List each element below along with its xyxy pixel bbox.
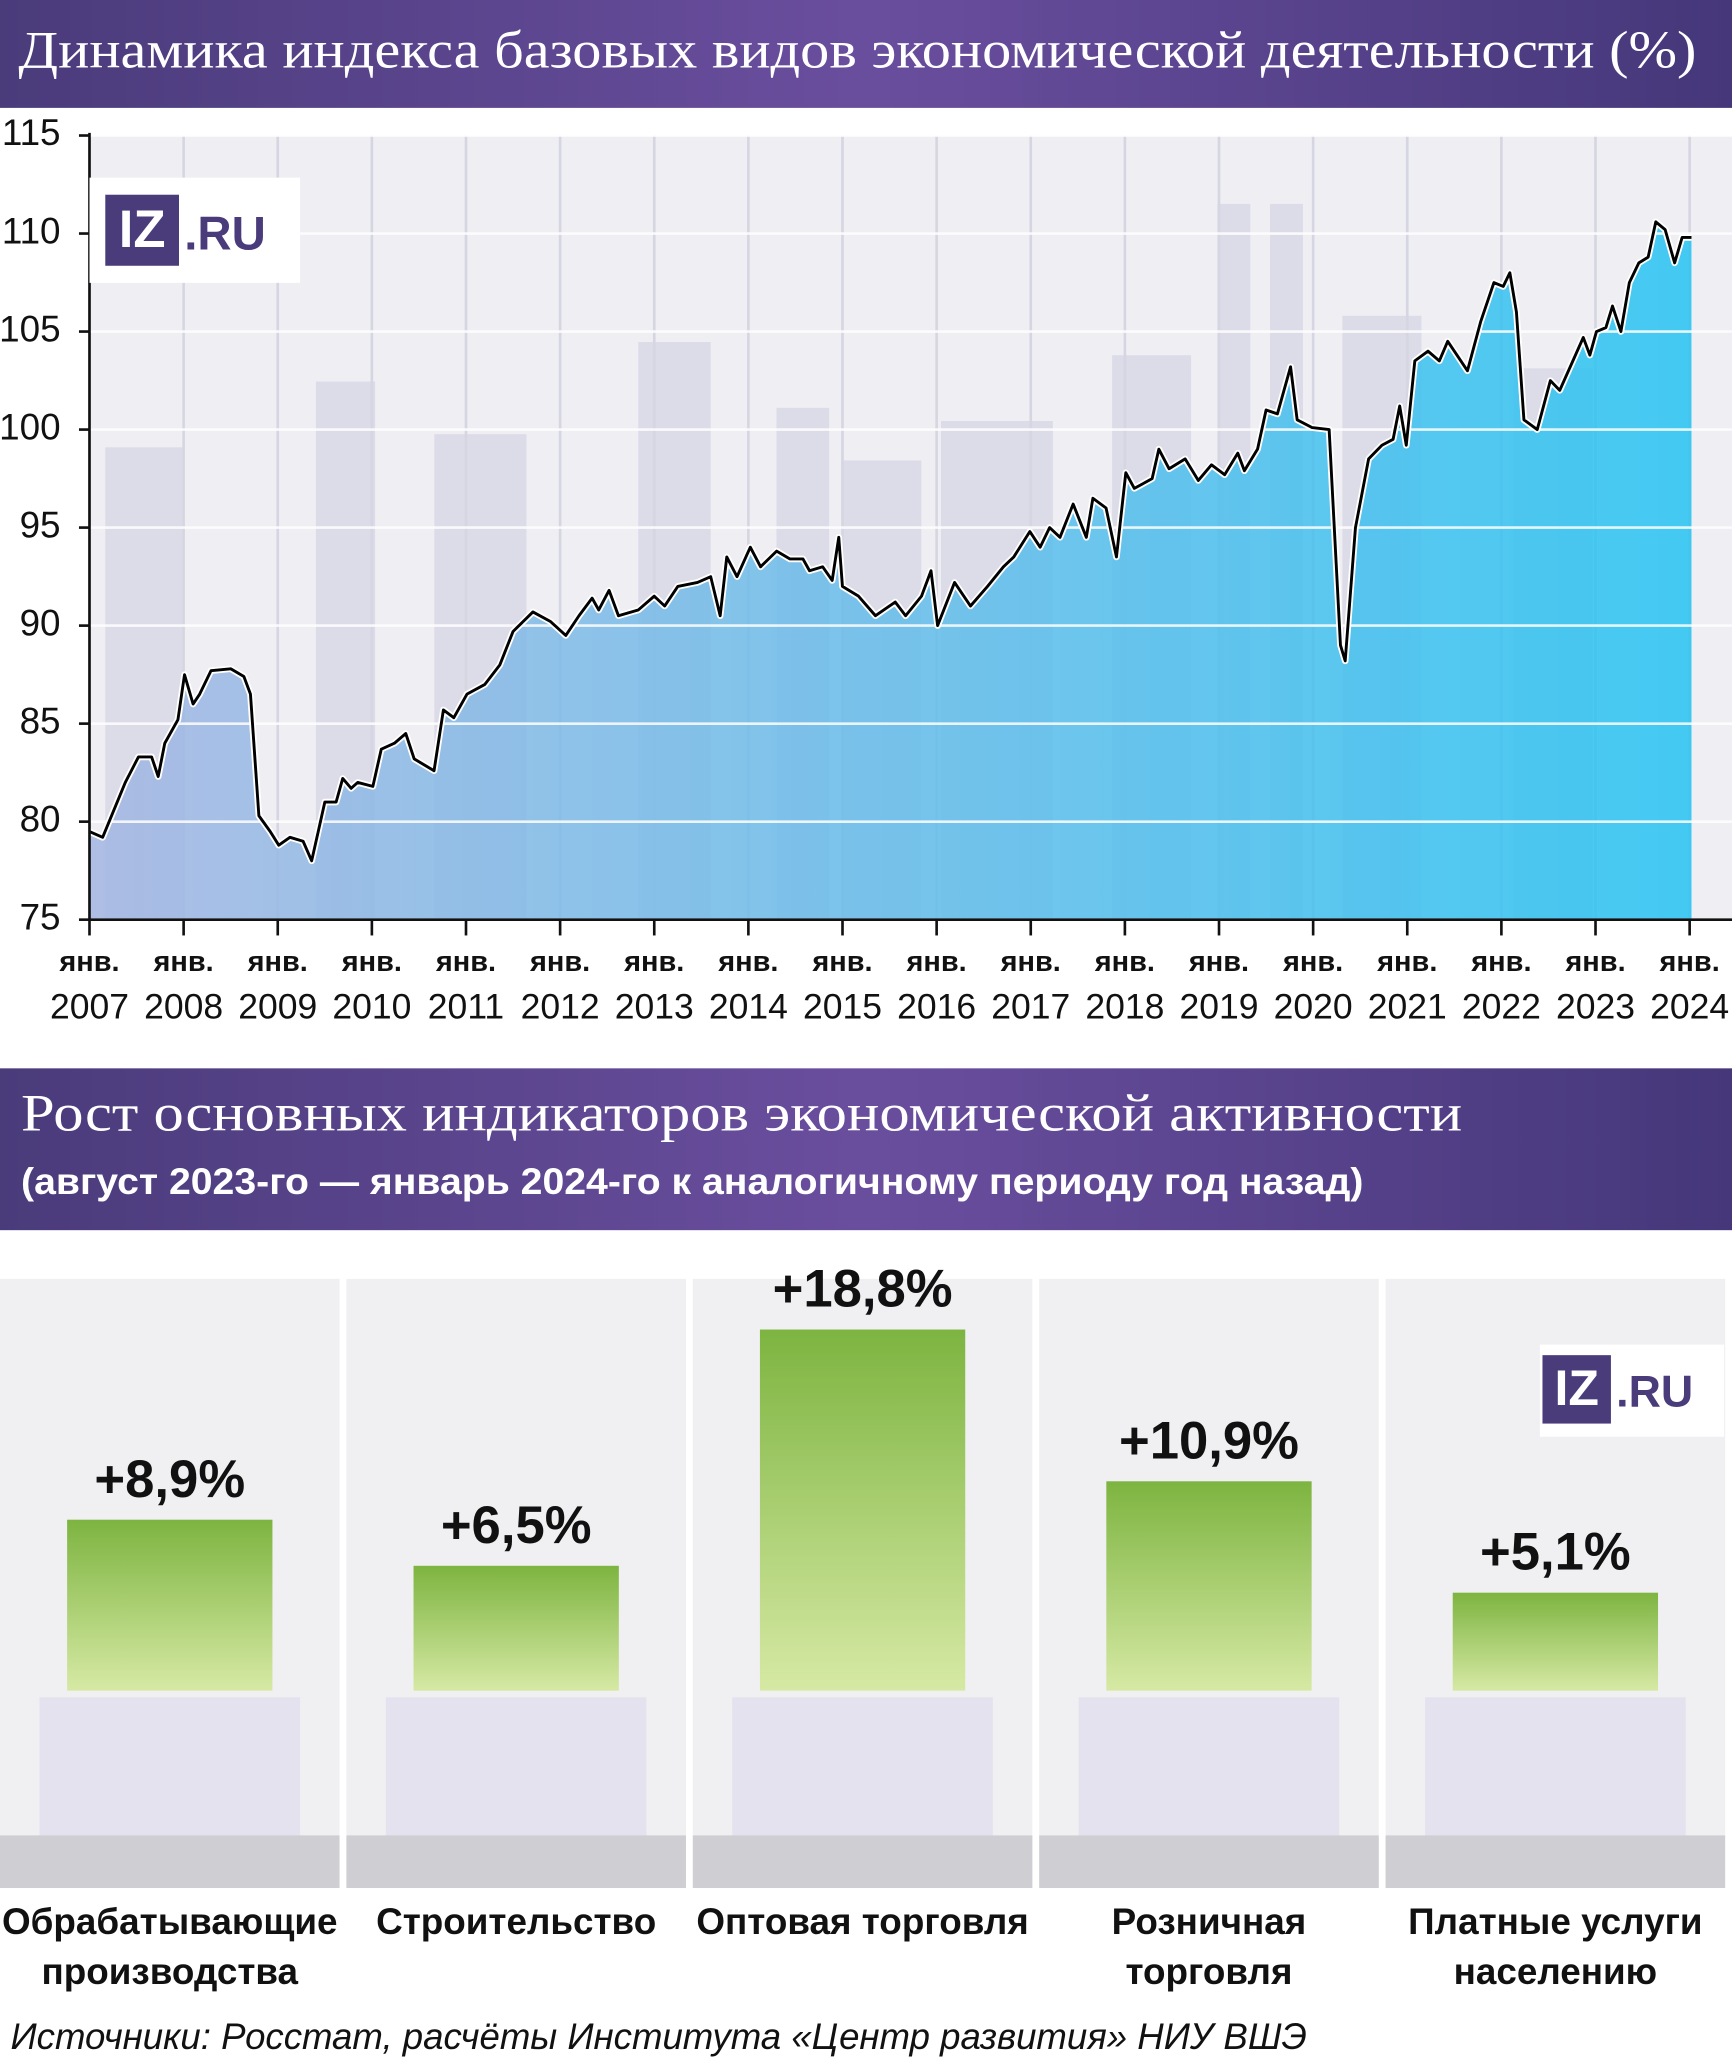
bar bbox=[67, 1519, 273, 1691]
x-tick-label: янв. 2022 bbox=[1462, 946, 1541, 1026]
x-tick-label: янв. 2012 bbox=[521, 946, 600, 1026]
chart-title: Рост основных индикаторов экономической … bbox=[21, 1084, 1462, 1142]
panel-scene bbox=[1425, 1697, 1686, 1842]
y-tick-label: 80 bbox=[20, 798, 61, 839]
logo-domain: .RU bbox=[1616, 1366, 1693, 1416]
floor bbox=[0, 1835, 340, 1889]
logo-mark bbox=[105, 194, 179, 266]
floor bbox=[346, 1835, 686, 1889]
bar bbox=[1452, 1592, 1659, 1691]
y-tick-label: 85 bbox=[20, 700, 61, 741]
floor bbox=[1039, 1835, 1379, 1889]
category-label-box: Оптовая торговля bbox=[696, 1901, 1029, 1942]
floor bbox=[1385, 1835, 1726, 1889]
chart-subtitle: (август 2023-го — январь 2024-го к анало… bbox=[21, 1161, 1363, 1202]
x-tick-label: янв. 2011 bbox=[428, 946, 504, 1026]
value-label: +6,5% bbox=[441, 1496, 592, 1555]
x-tick-label: янв. 2017 bbox=[991, 946, 1070, 1026]
bar bbox=[759, 1329, 966, 1691]
y-tick-label: 75 bbox=[20, 896, 61, 937]
header-band bbox=[0, 1068, 1732, 1231]
category-label: Строительство bbox=[376, 1901, 657, 1942]
category-label: Обрабатывающие производства bbox=[1, 1901, 338, 1992]
y-tick-label: 100 bbox=[0, 406, 61, 447]
category-label-box: Строительство bbox=[376, 1901, 657, 1942]
category-label-box: Платные услуги населению bbox=[1408, 1901, 1703, 1992]
y-tick-label: 115 bbox=[2, 112, 61, 153]
data-line bbox=[88, 220, 1692, 863]
x-tick-label: янв. 2007 bbox=[50, 946, 129, 1026]
floor bbox=[692, 1835, 1033, 1889]
panel-scene bbox=[385, 1697, 647, 1842]
x-tick-label: янв. 2016 bbox=[897, 946, 976, 1026]
logo-mark bbox=[1542, 1355, 1611, 1424]
category-label: Розничная торговля bbox=[1111, 1901, 1307, 1992]
y-tick-label: 110 bbox=[2, 210, 61, 251]
logo-domain: .RU bbox=[184, 207, 266, 260]
x-tick-label: янв. 2021 bbox=[1368, 946, 1447, 1026]
panel-scene bbox=[39, 1697, 301, 1842]
x-tick-label: янв. 2018 bbox=[1085, 946, 1164, 1026]
bar bbox=[1106, 1481, 1312, 1691]
y-tick-label: 90 bbox=[20, 602, 61, 643]
x-tick-label: янв. 2015 bbox=[803, 946, 882, 1026]
header-band bbox=[0, 0, 1732, 108]
value-label: +10,9% bbox=[1119, 1411, 1299, 1470]
panel-scene bbox=[732, 1697, 993, 1842]
value-label: +5,1% bbox=[1480, 1523, 1631, 1582]
category-label-box: Розничная торговля bbox=[1111, 1901, 1307, 1992]
source-note: Источники: Росстат, расчёты Института «Ц… bbox=[11, 2016, 1307, 2057]
x-tick-label: янв. 2020 bbox=[1274, 946, 1353, 1026]
x-tick-label: янв. 2014 bbox=[709, 946, 788, 1026]
x-tick-label: янв. 2024 bbox=[1650, 946, 1729, 1026]
y-tick-label: 105 bbox=[0, 308, 61, 349]
chart-title: Динамика индекса базовых видов экономиче… bbox=[18, 21, 1696, 79]
x-tick-label: янв. 2023 bbox=[1556, 946, 1635, 1026]
category-label: Оптовая торговля bbox=[696, 1901, 1029, 1942]
y-tick-label: 95 bbox=[20, 504, 61, 545]
logo-text: IZ bbox=[1554, 1360, 1598, 1416]
x-tick-label: янв. 2010 bbox=[332, 946, 411, 1026]
x-tick-label: янв. 2013 bbox=[615, 946, 694, 1026]
value-label: +8,9% bbox=[94, 1450, 245, 1509]
category-label: Платные услуги населению bbox=[1408, 1901, 1703, 1992]
category-label-box: Обрабатывающие производства bbox=[1, 1901, 338, 1992]
x-tick-label: янв. 2019 bbox=[1179, 946, 1258, 1026]
x-tick-label: янв. 2008 bbox=[144, 946, 223, 1026]
value-label: +18,8% bbox=[773, 1260, 953, 1319]
logo-text: IZ bbox=[119, 200, 166, 259]
x-tick-label: янв. 2009 bbox=[238, 946, 317, 1026]
panel-scene bbox=[1078, 1697, 1340, 1842]
bar bbox=[413, 1565, 619, 1691]
bar-panels: +8,9% Обрабатывающие производства +6,5% Стр… bbox=[0, 1260, 1726, 1992]
